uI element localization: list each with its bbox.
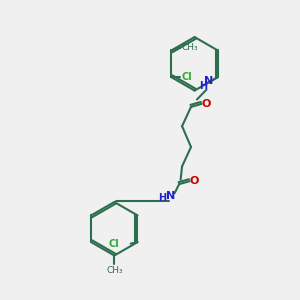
Text: N: N xyxy=(166,191,176,201)
Text: O: O xyxy=(189,176,199,186)
Text: O: O xyxy=(201,99,211,109)
Text: CH₃: CH₃ xyxy=(182,43,198,52)
Text: H: H xyxy=(199,81,207,91)
Text: Cl: Cl xyxy=(182,72,193,82)
Text: Cl: Cl xyxy=(109,238,120,249)
Text: H: H xyxy=(158,193,166,203)
Text: N: N xyxy=(204,76,213,86)
Text: CH₃: CH₃ xyxy=(106,266,123,275)
